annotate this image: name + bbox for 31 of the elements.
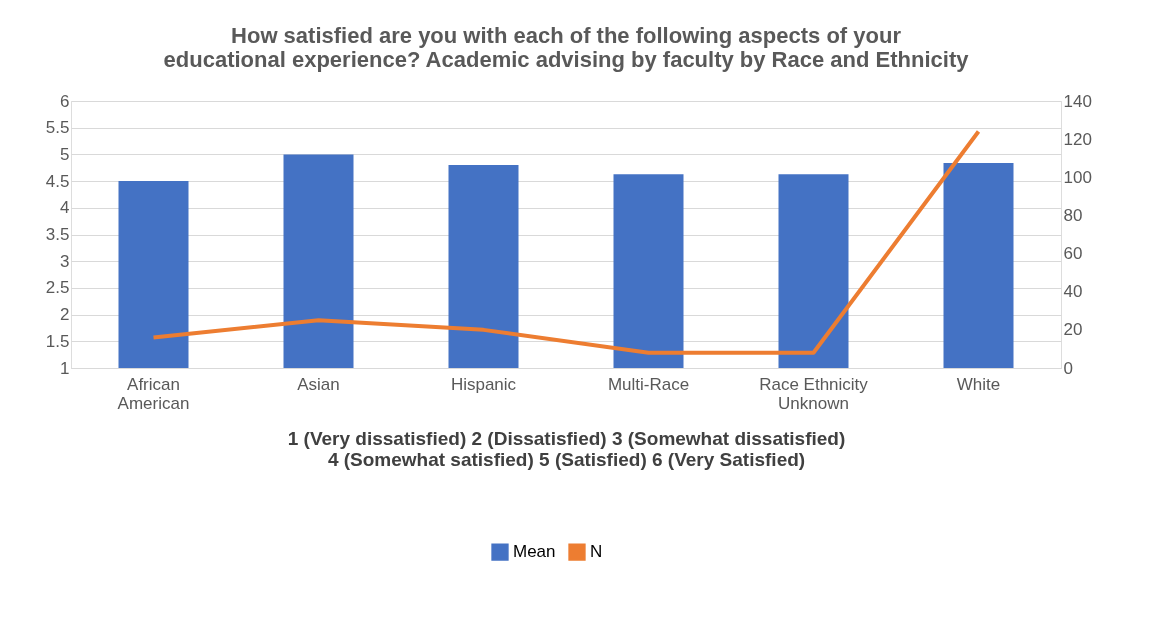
legend-label: Mean [513, 542, 556, 562]
y2-tick-label: 20 [1063, 320, 1083, 340]
x-tick-label: African American [117, 374, 190, 413]
y-tick-label: 3.5 [45, 225, 70, 244]
y-tick-label: 2.5 [45, 278, 70, 298]
x-axis-title: 1 (Very dissatisfied) 2 (Dissatisfied) 3 (Somewhat dissatisfied) 4 (Somewhat satisfied) 5 (Satisfied) 6 (Very Satisfied) [287, 427, 846, 470]
x-tick-label: Asian [297, 374, 340, 394]
y-tick-label: 5.5 [45, 118, 70, 138]
y2-tick-label: 140 [1063, 91, 1092, 111]
text: educational experience? Academic advising by faculty by Race and Ethnicity [163, 47, 969, 72]
text: How satisfied are you with each of the following aspects of your [231, 23, 901, 48]
legend-label: N [590, 542, 603, 562]
y-tick-label: 6 [60, 91, 70, 111]
y-tick-label: 4.5 [45, 171, 70, 191]
y-tick-label: 5 [60, 144, 70, 164]
y2-tick-label: 40 [1063, 282, 1083, 302]
x-tick-label: Multi-Race [607, 374, 690, 394]
x-tick-label: Hispanic [450, 374, 517, 394]
y2-tick-label: 120 [1063, 129, 1092, 149]
y-tick-label: 3 [60, 251, 70, 271]
x-tick-label: White [956, 374, 1001, 394]
y2-tick-label: 80 [1063, 205, 1083, 225]
x-tick-label: Race Ethnicity Unknown [759, 374, 869, 413]
y-tick-label: 2 [60, 305, 70, 325]
y2-tick-label: 100 [1063, 167, 1092, 187]
y-tick-label: 1.5 [45, 331, 70, 351]
y2-tick-label: 0 [1063, 358, 1073, 378]
y-tick-label: 1 [60, 358, 70, 378]
y-tick-label: 4 [60, 198, 70, 218]
y2-tick-label: 60 [1063, 244, 1083, 264]
line-series [151, 129, 981, 355]
